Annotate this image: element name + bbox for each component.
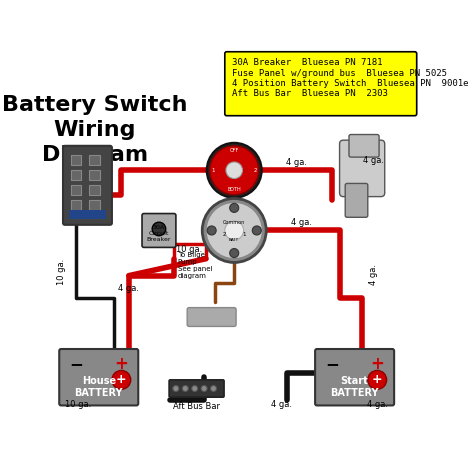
Bar bbox=[71, 170, 81, 179]
FancyBboxPatch shape bbox=[187, 307, 236, 327]
Bar bbox=[71, 185, 81, 195]
Circle shape bbox=[191, 386, 198, 392]
Text: 10 ga.: 10 ga. bbox=[176, 245, 202, 254]
Bar bbox=[89, 185, 100, 195]
Text: 4 ga.: 4 ga. bbox=[271, 400, 292, 409]
Bar bbox=[89, 155, 100, 165]
FancyBboxPatch shape bbox=[345, 183, 368, 218]
Text: +: + bbox=[370, 355, 384, 373]
Text: 1: 1 bbox=[242, 232, 246, 237]
Circle shape bbox=[226, 162, 243, 178]
Text: Battery Switch
Wiring
Diagram: Battery Switch Wiring Diagram bbox=[2, 95, 188, 165]
Text: 1: 1 bbox=[211, 168, 215, 173]
Text: 10 ga.: 10 ga. bbox=[65, 400, 91, 409]
Bar bbox=[71, 200, 81, 210]
Bar bbox=[69, 210, 106, 219]
Circle shape bbox=[206, 202, 263, 258]
Text: +: + bbox=[372, 373, 383, 387]
FancyBboxPatch shape bbox=[315, 349, 394, 406]
Text: Start
BATTERY: Start BATTERY bbox=[330, 377, 379, 398]
FancyBboxPatch shape bbox=[63, 146, 112, 225]
Circle shape bbox=[207, 226, 216, 235]
Circle shape bbox=[368, 370, 387, 389]
Circle shape bbox=[201, 386, 207, 392]
Text: 2: 2 bbox=[253, 168, 257, 173]
Text: −: − bbox=[325, 355, 339, 373]
FancyBboxPatch shape bbox=[349, 135, 379, 157]
Circle shape bbox=[252, 226, 261, 235]
FancyBboxPatch shape bbox=[225, 52, 417, 116]
Text: −: − bbox=[69, 355, 83, 373]
Circle shape bbox=[152, 222, 166, 236]
Text: House
BATTERY: House BATTERY bbox=[74, 377, 123, 398]
Circle shape bbox=[225, 221, 244, 240]
Text: +: + bbox=[114, 355, 128, 373]
Circle shape bbox=[202, 198, 266, 262]
Text: 4 ga.: 4 ga. bbox=[369, 264, 378, 285]
Circle shape bbox=[182, 386, 188, 392]
FancyBboxPatch shape bbox=[169, 380, 224, 397]
FancyBboxPatch shape bbox=[339, 140, 385, 197]
Text: BOTH: BOTH bbox=[228, 187, 241, 192]
Bar bbox=[71, 155, 81, 165]
Circle shape bbox=[112, 370, 131, 389]
Text: 30A Breaker  Bluesea PN 7181
Fuse Panel w/ground bus  Bluesea PN 5025
4 Position: 30A Breaker Bluesea PN 7181 Fuse Panel w… bbox=[232, 58, 468, 99]
Bar bbox=[89, 200, 100, 210]
Text: 4 ga.: 4 ga. bbox=[292, 218, 312, 227]
Text: 4 ga.: 4 ga. bbox=[363, 156, 384, 165]
Circle shape bbox=[207, 143, 262, 198]
Text: 4 ga.: 4 ga. bbox=[118, 284, 139, 293]
Circle shape bbox=[173, 386, 179, 392]
Text: BATT: BATT bbox=[229, 238, 239, 242]
Text: Common: Common bbox=[223, 220, 246, 225]
Text: OFF: OFF bbox=[229, 148, 239, 153]
Text: 4 ga.: 4 ga. bbox=[367, 400, 388, 409]
Circle shape bbox=[210, 386, 217, 392]
Text: Aft Bus Bar: Aft Bus Bar bbox=[173, 402, 220, 411]
Circle shape bbox=[230, 203, 239, 212]
Text: 30A
Circuit
Breaker: 30A Circuit Breaker bbox=[147, 225, 171, 242]
Text: 2: 2 bbox=[223, 232, 227, 237]
Text: To Bilge
Pump
See panel
diagram: To Bilge Pump See panel diagram bbox=[178, 252, 212, 279]
Text: 10 ga.: 10 ga. bbox=[56, 259, 65, 285]
Circle shape bbox=[210, 146, 259, 195]
Text: 4 ga.: 4 ga. bbox=[286, 158, 307, 167]
Circle shape bbox=[230, 248, 239, 258]
FancyBboxPatch shape bbox=[59, 349, 138, 406]
Bar bbox=[89, 170, 100, 179]
FancyBboxPatch shape bbox=[142, 214, 176, 248]
Text: +: + bbox=[116, 373, 127, 387]
